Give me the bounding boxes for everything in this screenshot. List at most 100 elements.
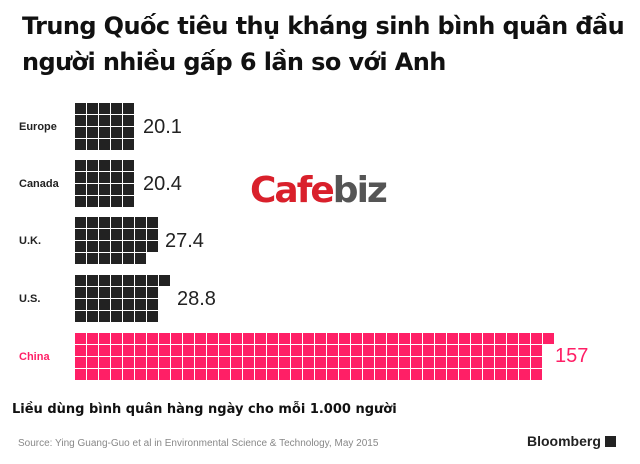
waffle-square	[75, 172, 86, 183]
waffle-square	[243, 357, 254, 368]
waffle-square	[291, 345, 302, 356]
waffle-square	[99, 241, 110, 252]
waffle-square	[291, 333, 302, 344]
waffle-square	[315, 345, 326, 356]
waffle-square	[399, 333, 410, 344]
waffle-square	[243, 369, 254, 380]
waffle-square	[291, 369, 302, 380]
waffle-square	[99, 196, 110, 207]
waffle-square	[123, 139, 134, 150]
waffle-square	[231, 345, 242, 356]
row-china: China 157	[0, 333, 640, 381]
waffle-square	[339, 357, 350, 368]
waffle-square	[183, 333, 194, 344]
waffle-square	[135, 229, 146, 240]
waffle-square	[279, 333, 290, 344]
waffle-square	[123, 287, 134, 298]
waffle-square	[207, 369, 218, 380]
waffle-square	[231, 333, 242, 344]
waffle-square	[531, 369, 542, 380]
waffle-square	[447, 333, 458, 344]
waffle-square	[75, 311, 86, 322]
waffle-square	[147, 241, 158, 252]
waffle-square	[135, 253, 146, 264]
waffle-square	[399, 369, 410, 380]
waffle-square	[435, 357, 446, 368]
waffle-square	[75, 287, 86, 298]
waffle-square	[423, 369, 434, 380]
row-europe: Europe 20.1	[0, 103, 640, 151]
waffle-square	[123, 184, 134, 195]
waffle-square	[99, 229, 110, 240]
waffle-square	[327, 369, 338, 380]
waffle-square	[87, 345, 98, 356]
waffle-square	[435, 345, 446, 356]
row-us: U.S. 28.8	[0, 275, 640, 323]
waffle-square	[147, 311, 158, 322]
waffle-square	[351, 369, 362, 380]
waffle-square	[171, 357, 182, 368]
waffle-square	[171, 345, 182, 356]
waffle-square	[411, 333, 422, 344]
waffle-square	[123, 253, 134, 264]
row-label: U.K.	[19, 235, 41, 247]
waffle-square	[99, 217, 110, 228]
waffle-square	[363, 345, 374, 356]
waffle-square	[99, 345, 110, 356]
waffle-square	[75, 333, 86, 344]
waffle-square	[507, 357, 518, 368]
waffle-square	[255, 333, 266, 344]
waffle-square	[195, 369, 206, 380]
waffle-square	[435, 333, 446, 344]
waffle-square	[123, 275, 134, 286]
row-value: 27.4	[165, 230, 204, 252]
waffle-square	[219, 357, 230, 368]
waffle-square	[75, 184, 86, 195]
waffle-square	[87, 115, 98, 126]
row-uk: U.K. 27.4	[0, 217, 640, 265]
waffle-square	[207, 333, 218, 344]
waffle-square	[99, 115, 110, 126]
waffle-square	[99, 275, 110, 286]
waffle-square	[303, 357, 314, 368]
waffle-square	[111, 287, 122, 298]
cafebiz-watermark: Cafebiz	[250, 170, 388, 211]
waffle-square	[327, 333, 338, 344]
waffle-square	[147, 369, 158, 380]
waffle-square	[75, 369, 86, 380]
waffle-square	[111, 184, 122, 195]
waffle-square	[87, 299, 98, 310]
waffle-square	[519, 333, 530, 344]
waffle-square	[279, 345, 290, 356]
waffle-square	[147, 357, 158, 368]
waffle-square	[303, 369, 314, 380]
waffle-square	[75, 103, 86, 114]
waffle-square	[411, 369, 422, 380]
waffle-square	[447, 345, 458, 356]
row-value: 157	[555, 345, 589, 367]
waffle-square	[87, 311, 98, 322]
waffle-square	[147, 217, 158, 228]
waffle-square	[135, 369, 146, 380]
waffle-square	[75, 196, 86, 207]
waffle-square	[87, 172, 98, 183]
waffle-square	[495, 333, 506, 344]
waffle-grid	[75, 333, 554, 380]
waffle-square	[267, 345, 278, 356]
waffle-square	[351, 357, 362, 368]
waffle-square	[483, 369, 494, 380]
waffle-square	[147, 229, 158, 240]
waffle-square	[387, 333, 398, 344]
waffle-square	[255, 345, 266, 356]
waffle-square	[243, 333, 254, 344]
waffle-square	[423, 333, 434, 344]
waffle-square	[111, 217, 122, 228]
waffle-square	[459, 357, 470, 368]
waffle-square	[495, 369, 506, 380]
waffle-square	[99, 184, 110, 195]
waffle-square	[135, 357, 146, 368]
waffle-square	[99, 127, 110, 138]
waffle-square	[363, 333, 374, 344]
waffle-square	[99, 172, 110, 183]
bloomberg-icon	[604, 436, 616, 447]
